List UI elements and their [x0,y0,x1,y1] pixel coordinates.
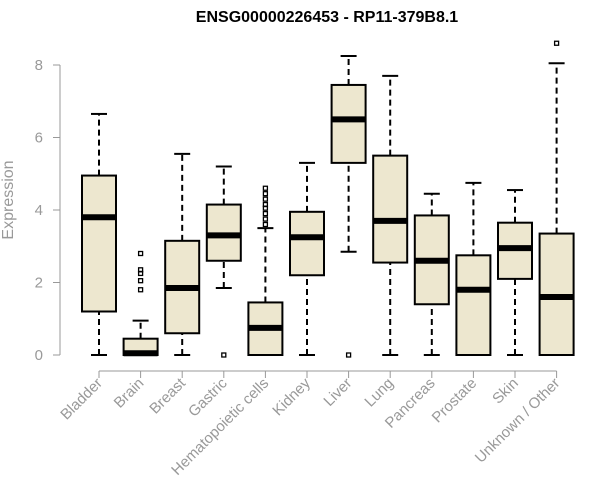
outlier-point [137,267,144,273]
outlier-point [137,287,144,293]
box-group [164,152,201,356]
box-group [289,161,325,356]
outlier-point [262,216,269,222]
y-axis: 0 2 4 6 8 [35,57,61,364]
box-group [413,192,450,356]
y-tick-label: 8 [35,57,43,74]
iqr-box [289,210,325,277]
iqr-box [81,174,117,313]
iqr-box [455,254,492,356]
outlier-point [262,185,269,191]
box-group [247,185,284,356]
box-group [205,165,242,358]
x-tick-label: Liver [320,375,355,410]
box-group [497,189,533,356]
x-tick-label: Brain [111,375,148,412]
x-tick-label: Kidney [269,374,314,419]
y-tick-label: 6 [35,130,43,147]
x-tick-label: Skin [489,375,522,408]
chart-title: ENSG00000226453 - RP11-379B8.1 [196,9,459,26]
y-axis-label: Expression [0,160,17,239]
box-group [538,40,575,356]
x-tick-label: Bladder [57,375,106,424]
outlier-point [262,201,269,208]
outlier-point [262,210,269,217]
box-group [81,112,117,356]
outlier-point [553,40,560,46]
plot-area [81,40,575,358]
box-group [122,250,159,357]
box-group [455,181,492,356]
box-group [330,54,367,358]
y-tick-label: 4 [35,202,43,219]
x-tick-label: Prostate [429,375,481,427]
outlier-point [262,196,269,202]
y-tick-label: 0 [35,347,43,364]
x-tick-label: Lung [361,375,397,411]
x-tick-label: Breast [146,374,189,417]
outlier-point [137,278,144,284]
box-group [372,74,409,356]
iqr-box [330,83,367,164]
outlier-point [221,352,227,358]
outlier-point [137,250,144,257]
iqr-box [372,154,409,264]
outlier-point [262,191,269,197]
outlier-point [262,221,269,228]
outlier-point [345,352,352,358]
y-tick-label: 2 [35,275,43,292]
